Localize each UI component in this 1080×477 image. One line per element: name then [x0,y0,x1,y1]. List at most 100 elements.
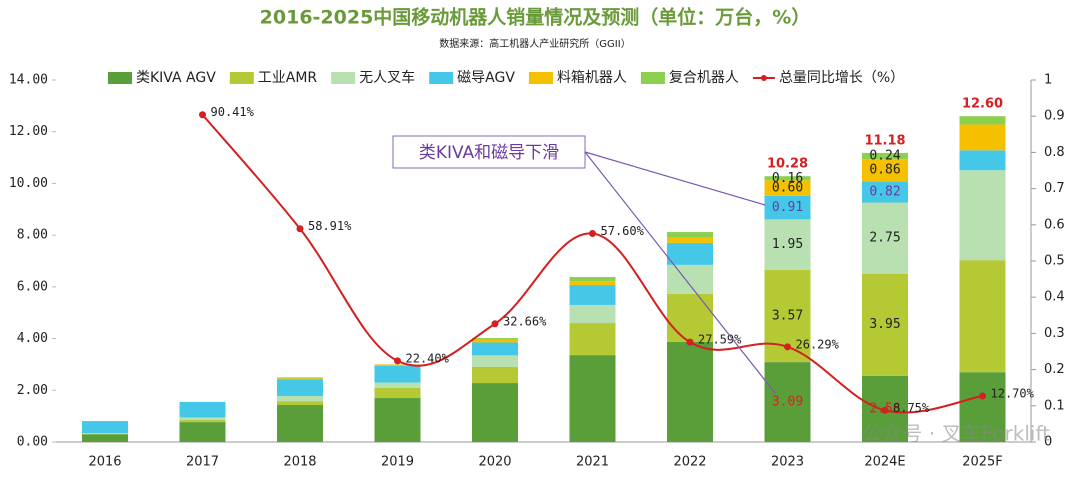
x-tick-label: 2022 [673,455,706,470]
bar-segment [764,195,811,220]
chart-subtitle: 数据来源：高工机器人产业研究所（GGII） [439,37,630,50]
bar-segment [862,181,908,203]
bar-segment [959,372,1006,442]
x-tick-label: 2025F [962,455,1003,470]
annotation-box [392,135,586,169]
legend-swatch [760,75,767,81]
bar-segment [472,367,518,384]
bar-segment [277,401,323,406]
point-label: 57.60% [601,224,645,238]
point-label: 22.40% [406,351,450,365]
legend-swatch [528,72,553,84]
legend-label: 料箱机器人 [557,70,627,86]
bar-segment [472,339,518,343]
bar-segment [277,378,323,380]
legend-swatch [108,72,132,84]
annotation-arrow [584,151,776,394]
y-tick-label: 6.00 [17,279,48,294]
bar-segment [277,377,323,379]
watermark: 公众号 · 叉车Forklift [862,422,1050,446]
bar-segment [472,338,518,340]
data-label: 0.86 [869,163,900,178]
data-label: 3.57 [772,308,803,323]
bar-segment [179,420,226,423]
bar-segment [959,170,1006,261]
bar-segment [374,364,421,366]
point-label: 26.29% [796,337,840,351]
legend-label: 复合机器人 [669,69,739,86]
line-point [199,111,206,119]
y2-tick-label: 0.9 [1044,109,1065,124]
bar-segment [569,277,616,282]
y2-tick-label: 0.1 [1044,398,1065,413]
point-label: 90.41% [211,105,255,119]
point-label: 12.70% [991,387,1035,401]
bar-segment [472,355,518,368]
point-label: 32.66% [503,314,547,328]
total-label: 11.18 [864,133,905,148]
legend-swatch [429,72,454,84]
bar-segment [764,180,811,196]
data-label: 0.16 [772,171,803,186]
bar-segment [374,387,421,399]
data-label: 0.91 [772,200,803,215]
legend-label: 磁导AGV [457,70,515,86]
point-label: 58.91% [308,219,352,233]
bar-segment [764,219,811,270]
data-label: 2.75 [869,231,900,246]
data-label: 3.09 [772,395,803,410]
legend-label: 无人叉车 [359,69,415,86]
bar-segment [862,202,908,274]
bar-segment [667,242,713,265]
data-label: 0.82 [869,184,900,199]
bar-segment [764,176,811,181]
bar-segment [82,433,128,434]
annotation: 类KIVA和磁导下滑 [419,143,559,163]
point-label: 27.59% [698,333,742,347]
y-tick-label: 12.00 [9,124,48,139]
line-point [296,225,304,233]
data-label: 3.95 [869,317,900,332]
legend-swatch [331,72,356,84]
y-tick-label: 8.00 [17,228,48,243]
bar-segment [472,383,518,442]
y-tick-label: 2.00 [17,383,48,398]
bar-segment [667,341,713,442]
y2-tick-label: 1 [1044,73,1052,88]
annotation-arrow [584,151,766,206]
line-point [784,343,791,351]
bar-segment [569,281,616,286]
bar-segment [764,362,811,442]
y-tick-label: 0.00 [17,435,48,450]
line-point [686,338,694,346]
y-tick-label: 4.00 [17,331,48,346]
bar-segment [959,116,1006,125]
bar-segment [667,293,713,342]
bar-segment [179,417,226,421]
legend-swatch [229,72,254,84]
bar-segment [277,405,323,442]
data-label: 0.60 [772,181,803,196]
x-tick-label: 2016 [88,455,121,470]
bar-segment [277,379,323,396]
y2-tick-label: 0.7 [1044,181,1065,196]
total-label: 12.60 [962,97,1003,112]
data-label: 0.24 [869,149,900,164]
bar-segment [959,124,1006,151]
bar-segment [667,264,713,294]
bar-segment [959,260,1006,373]
x-tick-label: 2020 [478,455,511,470]
y2-tick-label: 0.5 [1044,254,1065,269]
line-point [881,406,889,414]
bar-segment [179,422,226,442]
bar-segment [374,382,421,388]
bar-segment [667,237,713,243]
x-tick-label: 2023 [771,455,804,470]
bar-segment [82,433,128,435]
bar-segment [179,401,226,418]
data-label: 1.95 [772,237,803,252]
legend-label: 工业AMR [258,70,318,86]
bar-segment [82,421,128,434]
bar-segment [569,285,616,305]
